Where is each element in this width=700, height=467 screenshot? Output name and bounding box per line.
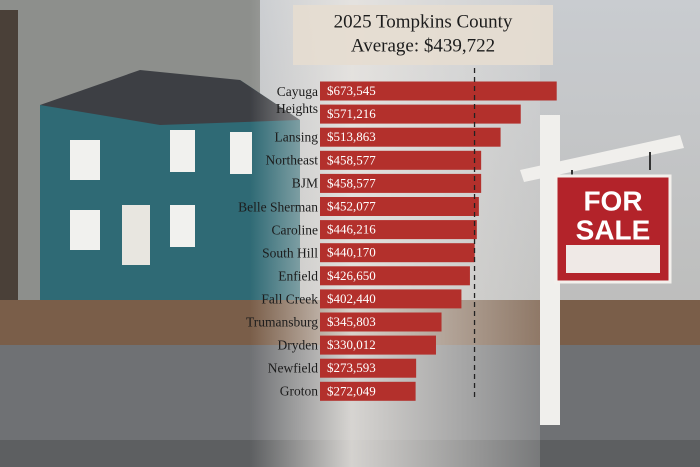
category-label: BJM <box>291 175 318 191</box>
value-label: $673,545 <box>327 83 376 98</box>
bar <box>320 150 482 170</box>
chart-title: 2025 Tompkins County <box>334 11 513 32</box>
category-label: Dryden <box>277 337 319 353</box>
bar <box>320 173 482 193</box>
bar <box>320 243 475 263</box>
value-label: $458,577 <box>327 152 376 167</box>
category-label: Fall Creek <box>261 291 318 307</box>
bar <box>320 266 470 286</box>
bar <box>320 220 477 240</box>
value-label: $513,863 <box>327 129 376 144</box>
sign-text: SALE <box>576 214 651 245</box>
category-label: Trumansburg <box>245 314 318 330</box>
category-label: Cayuga Heights <box>276 83 318 116</box>
value-label: $452,077 <box>327 198 376 213</box>
value-label: $446,216 <box>327 222 376 237</box>
bar <box>320 289 462 309</box>
value-label: $345,803 <box>327 314 376 329</box>
bar <box>320 104 521 124</box>
bar <box>320 381 416 401</box>
category-label: Caroline <box>271 222 319 238</box>
chart-subtitle: Average: $439,722 <box>351 35 495 56</box>
category-label: Groton <box>279 383 318 399</box>
for-sale-sign: FOR SALE <box>520 115 684 425</box>
bar <box>320 81 557 101</box>
category-label: South Hill <box>262 245 318 261</box>
category-label: Belle Sherman <box>238 199 318 214</box>
sign-text: FOR <box>583 185 642 216</box>
value-label: $272,049 <box>327 383 376 398</box>
category-label: Enfield <box>278 268 318 284</box>
value-label: $273,593 <box>327 360 376 375</box>
bar <box>320 312 442 332</box>
value-label: $440,170 <box>327 245 376 260</box>
bar <box>320 197 479 216</box>
category-label: Northeast <box>265 152 318 168</box>
value-label: $458,577 <box>327 175 376 190</box>
value-label: $571,216 <box>327 106 376 121</box>
bar <box>320 335 436 355</box>
bar <box>320 127 501 147</box>
value-label: $330,012 <box>327 337 376 352</box>
value-label: $426,650 <box>327 268 376 283</box>
category-label: Lansing <box>274 129 319 145</box>
title-box <box>293 5 553 65</box>
category-label: Newfield <box>267 360 318 376</box>
value-label: $402,440 <box>327 291 376 306</box>
bar <box>320 358 417 378</box>
